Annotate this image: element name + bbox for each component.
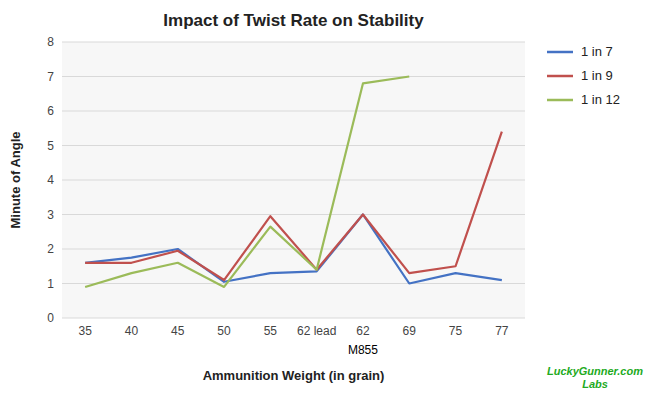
y-tick-label: 7	[47, 70, 54, 84]
x-tick-label: 55	[264, 324, 278, 338]
grid-line	[62, 214, 525, 215]
x-tick-label: 69	[403, 324, 417, 338]
legend-swatch	[547, 99, 573, 102]
grid-line	[62, 111, 525, 112]
y-tick-label: 5	[47, 139, 54, 153]
y-tick-label: 0	[47, 311, 54, 325]
y-tick-label: 3	[47, 208, 54, 222]
annotation-line: M855	[348, 343, 378, 357]
legend-swatch	[547, 51, 573, 54]
x-axis-label: Ammunition Weight (in grain)	[203, 368, 385, 383]
grid-line	[62, 180, 525, 181]
y-tick-label: 2	[47, 242, 54, 256]
grid-line	[62, 283, 525, 284]
x-tick-label: 40	[125, 324, 139, 338]
x-tick-label: 75	[449, 324, 463, 338]
grid-line	[62, 42, 525, 43]
y-tick-label: 6	[47, 104, 54, 118]
annotation: M855	[348, 343, 378, 357]
y-axis-label: Minute of Angle	[8, 131, 23, 228]
x-tick-label: 35	[78, 324, 92, 338]
lines	[85, 77, 502, 287]
x-tick-label: 62	[356, 324, 370, 338]
series-line	[85, 132, 502, 280]
series-line	[85, 77, 409, 287]
plot-area	[62, 42, 525, 318]
x-tick-label: 77	[495, 324, 509, 338]
annotation: LuckyGunner.comLabs	[547, 365, 643, 390]
grid-line	[62, 318, 525, 319]
grid-line	[62, 145, 525, 146]
legend-swatch	[547, 75, 573, 78]
annotation-line: LuckyGunner.com	[547, 365, 643, 377]
x-tick-label: 50	[217, 324, 231, 338]
annotation-line: Labs	[582, 378, 608, 390]
legend: 1 in 7 1 in 9 1 in 12	[547, 44, 620, 107]
title: Impact of Twist Rate on Stability	[163, 11, 424, 30]
x-tick-label: 62 lead	[297, 324, 336, 338]
grid-line	[62, 76, 525, 77]
legend-label: 1 in 9	[581, 68, 613, 83]
chart: 012345678354045505562 lead62697577Impact…	[0, 0, 670, 411]
y-tick-label: 1	[47, 277, 54, 291]
x-tick-label: 45	[171, 324, 185, 338]
y-tick-label: 4	[47, 173, 54, 187]
y-tick-label: 8	[47, 35, 54, 49]
legend-label: 1 in 12	[581, 92, 620, 107]
legend-label: 1 in 7	[581, 44, 613, 59]
